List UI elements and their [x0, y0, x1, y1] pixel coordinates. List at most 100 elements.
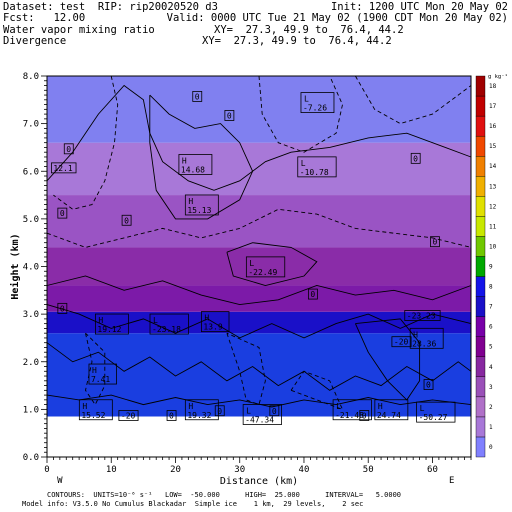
label-extremum-type: L	[249, 259, 254, 268]
header-line3-left: Water vapor mixing ratio	[3, 24, 155, 36]
label-value: 0	[60, 209, 65, 218]
y-axis-label: Height (km)	[9, 233, 21, 299]
y-tick-label: 6.0	[23, 167, 39, 177]
divergence-label-19: L-50.27	[416, 401, 456, 423]
divergence-label-27: 0	[57, 302, 68, 314]
label-extremum-type: H	[98, 316, 103, 325]
divergence-label-22: 0	[63, 143, 74, 155]
label-box	[118, 410, 139, 421]
contour-line-11	[226, 332, 266, 406]
label-box	[121, 214, 132, 226]
x-tick-label: 30	[234, 465, 245, 475]
y-tick-label: 7.0	[23, 120, 39, 130]
x-endpoint-east: E	[449, 476, 454, 486]
colorbar-level-label: 7	[489, 304, 493, 311]
label-extremum-type: H	[413, 330, 418, 339]
colorbar-swatch-6	[475, 316, 486, 337]
x-axis-label: Distance (km)	[220, 476, 298, 487]
label-value: -7.26	[303, 104, 327, 113]
colorbar-swatch-13	[475, 176, 486, 197]
label-value: 0	[432, 238, 437, 247]
label-box	[409, 327, 444, 349]
label-box	[149, 313, 189, 335]
header-line2-left: Fcst: 12.00	[3, 12, 86, 24]
label-extremum-type: H	[92, 366, 97, 375]
label-box	[184, 194, 219, 216]
colorbar-swatch-3	[475, 376, 486, 398]
colorbar-level-label: 4	[489, 364, 493, 371]
label-value: 0	[66, 145, 71, 154]
colorbar-swatch-5	[475, 336, 486, 357]
label-value: -23.18	[152, 325, 181, 334]
divergence-label-12: H7.41	[88, 363, 117, 385]
label-box	[166, 410, 177, 421]
label-box	[184, 399, 219, 421]
divergence-label-10: -20	[391, 336, 412, 348]
divergence-label-2: L-10.78	[297, 156, 337, 178]
label-value: 19.32	[187, 411, 211, 420]
label-box	[300, 92, 335, 113]
x-tick-label: 0	[44, 465, 49, 475]
x-tick-label: 50	[363, 465, 374, 475]
shading-band-6	[47, 76, 471, 143]
colorbar-swatch-1	[475, 416, 486, 438]
label-extremum-type: L	[420, 404, 425, 413]
colorbar-swatch-9	[475, 256, 486, 277]
label-value: -21.48	[335, 411, 364, 420]
divergence-label-25: 0	[121, 214, 132, 226]
label-box	[416, 401, 456, 423]
shading-band-2	[47, 285, 471, 312]
divergence-label-7: L-23.18	[149, 313, 189, 335]
label-value: 0	[217, 407, 222, 416]
label-value: -22.49	[248, 268, 277, 277]
label-box	[200, 311, 230, 333]
label-box	[374, 399, 409, 421]
divergence-label-13: H15.52	[78, 399, 113, 421]
label-box	[224, 110, 235, 121]
label-value: 0	[413, 154, 418, 163]
colorbar-swatch-11	[475, 216, 486, 237]
label-box	[242, 404, 282, 425]
label-box	[178, 154, 213, 175]
y-tick-label: 0.0	[23, 453, 39, 463]
divergence-label-33: 0	[423, 379, 434, 390]
colorbar-level-label: 8	[489, 284, 493, 291]
colorbar-level-label: 12	[489, 203, 497, 210]
label-box	[297, 156, 337, 178]
label-value: 0	[227, 111, 232, 120]
header-line1-right: Init: 1200 UTC Mon 20 May 02	[330, 1, 508, 13]
contour-line-0	[46, 84, 472, 191]
label-box	[404, 310, 441, 321]
label-box	[430, 236, 440, 248]
colorbar-level-label: 1	[489, 424, 493, 431]
label-box	[94, 313, 129, 335]
label-box	[214, 405, 225, 417]
label-box	[410, 152, 421, 164]
divergence-label-18: H24.74	[374, 399, 409, 421]
x-tick-label: 20	[170, 465, 181, 475]
contour-line-12	[354, 318, 421, 401]
x-axis-ticks: 0 10 20 30 40 50 60	[44, 457, 472, 475]
colorbar-level-label: 0	[489, 444, 493, 451]
colorbar-level-label: 11	[489, 223, 497, 230]
divergence-label-15: H19.32	[184, 399, 219, 421]
label-extremum-type: L	[304, 95, 309, 104]
contour-line-6	[226, 242, 318, 286]
label-value: 0	[426, 381, 431, 390]
colorbar-level-label: 14	[489, 163, 497, 170]
y-tick-label: 2.0	[23, 358, 39, 368]
label-box	[57, 302, 68, 314]
colorbar-unit-label: g kg⁻¹	[488, 73, 508, 80]
label-box	[192, 91, 203, 102]
terrain-fill	[47, 416, 471, 457]
divergence-label-16: L-47.34	[242, 404, 282, 425]
divergence-label-29: 0	[166, 410, 177, 421]
header-line4-left: Divergence	[3, 35, 67, 47]
colorbar-swatch-17	[475, 95, 486, 117]
label-box	[78, 399, 113, 421]
contour-line-10	[85, 332, 106, 406]
divergence-label-32: 0	[359, 410, 370, 421]
label-value: 0	[272, 407, 277, 416]
divergence-label-5: L-22.49	[245, 256, 286, 278]
colorbar-level-label: 16	[489, 123, 497, 130]
